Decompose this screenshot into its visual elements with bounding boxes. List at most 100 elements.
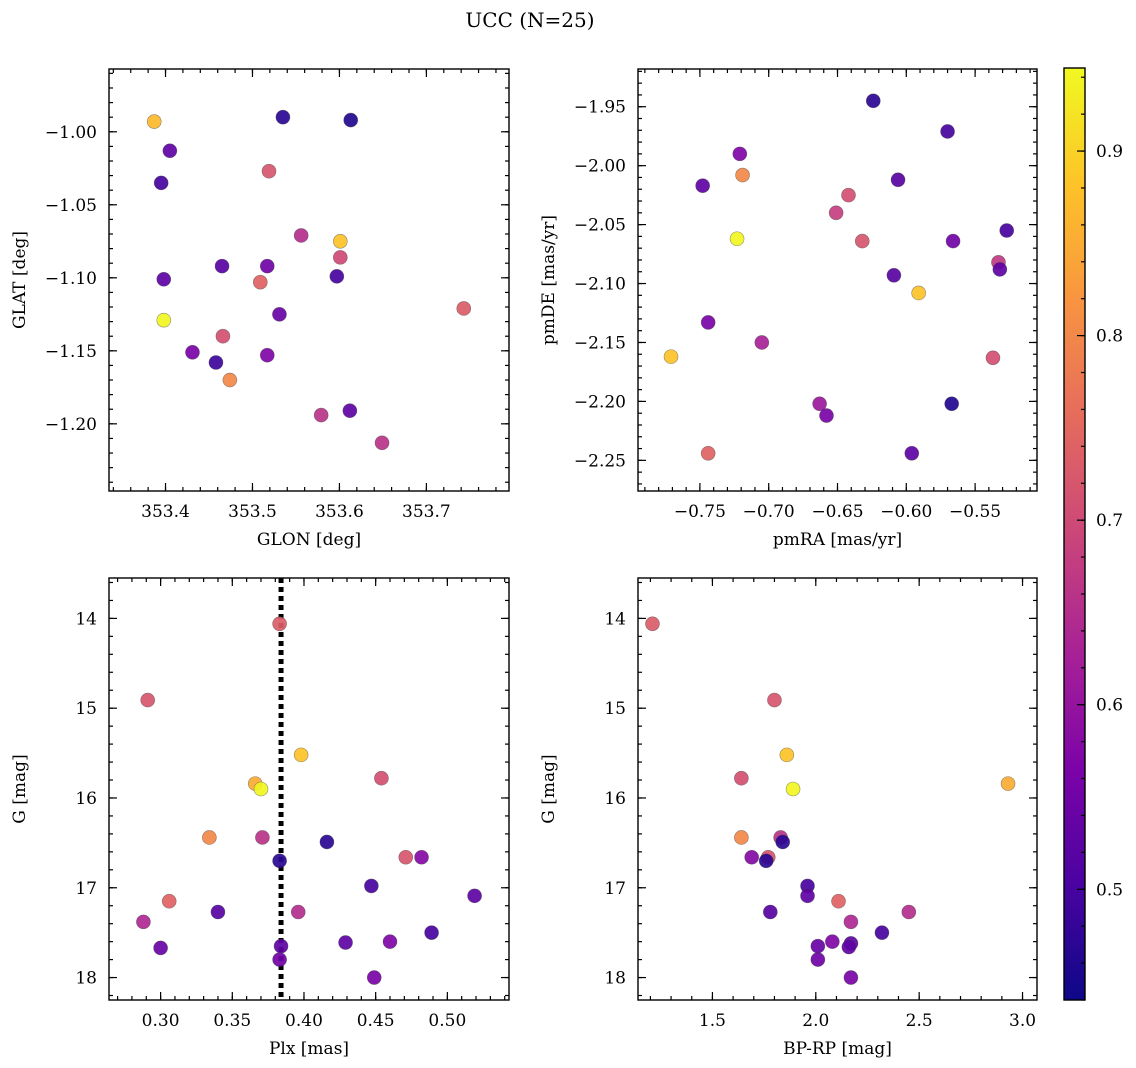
data-point (779, 747, 795, 763)
data-point (153, 175, 169, 191)
x-tick-label: 2.5 (906, 1011, 933, 1031)
data-point (940, 124, 955, 139)
data-point (735, 167, 750, 183)
data-point (467, 888, 482, 904)
y-tick-label: −1.15 (45, 342, 97, 362)
data-point (136, 914, 151, 930)
x-tick-label: 353.4 (141, 502, 190, 522)
panel-2: −0.75 −0.70 −0.65 −0.60 −0.55 −1.95 −2.00 −2.05… (539, 68, 1038, 550)
colorbar-tick-label: 0.8 (1096, 327, 1123, 347)
y-tick-label: 14 (604, 609, 626, 629)
data-point (202, 830, 217, 845)
data-point (763, 904, 778, 920)
data-point (819, 408, 834, 423)
y-tick-label: −2.05 (574, 216, 626, 236)
data-point (273, 938, 289, 954)
data-point (382, 934, 398, 949)
x-tick-label: −0.75 (674, 502, 726, 522)
panel-1: 353.4 353.5 353.6 353.7 −1.00 −1.05 −1.10 −1.15… (10, 68, 510, 550)
x-tick-label: −0.55 (949, 502, 1001, 522)
y-tick-label: 17 (75, 879, 97, 899)
figure-title: UCC (N=25) (465, 8, 594, 32)
data-point (161, 893, 177, 909)
colorbar-tick-label: 0.5 (1096, 880, 1123, 900)
data-point (222, 372, 238, 388)
data-point (319, 834, 335, 850)
data-point (255, 830, 270, 845)
data-point (775, 834, 791, 850)
data-point (734, 830, 749, 845)
y-tick-label: 16 (604, 789, 626, 809)
data-point (663, 349, 679, 364)
y-tick-label: 18 (604, 969, 626, 989)
data-point (700, 445, 716, 461)
data-point (140, 692, 156, 708)
x-tick-label: 0.45 (357, 1011, 395, 1031)
data-point (156, 312, 172, 328)
x-axis-label: pmRA [mas/yr] (773, 530, 902, 550)
data-point (785, 781, 801, 797)
x-axis-label: BP-RP [mag] (783, 1039, 892, 1059)
data-point (810, 952, 826, 967)
y-tick-label: −2.20 (574, 392, 626, 412)
data-point (1000, 776, 1016, 791)
plot-frame (108, 577, 510, 1001)
data-point (843, 970, 859, 985)
data-point (272, 853, 287, 869)
data-point (901, 904, 917, 920)
data-point (398, 849, 414, 865)
x-tick-label: −0.70 (743, 502, 795, 522)
x-axis-label: GLON [deg] (257, 530, 361, 550)
data-point (944, 396, 959, 412)
data-point (162, 143, 178, 159)
data-point (272, 616, 287, 632)
data-point (841, 939, 857, 955)
data-point (293, 228, 309, 243)
data-point (985, 350, 1001, 366)
y-tick-label: −1.20 (45, 415, 97, 435)
data-point (810, 938, 826, 954)
data-point (210, 904, 226, 920)
data-point (343, 112, 359, 128)
colorbar-tick-label: 0.9 (1096, 142, 1123, 162)
y-axis-label: GLAT [deg] (10, 231, 30, 329)
data-point (945, 233, 961, 249)
data-point (259, 258, 275, 274)
x-tick-label: 2.0 (802, 1011, 829, 1031)
x-tick-label: 1.5 (699, 1011, 726, 1031)
colorbar-tick-label: 0.7 (1096, 511, 1123, 531)
plot-frame (637, 577, 1038, 1001)
data-point (253, 781, 269, 797)
panels: 353.4 353.5 353.6 353.7 −1.00 −1.05 −1.10 −1.15… (10, 68, 1038, 1059)
data-point (758, 853, 774, 869)
data-point (695, 178, 710, 193)
data-point (214, 258, 230, 274)
data-point (364, 878, 379, 894)
x-tick-label: 0.50 (428, 1011, 466, 1031)
panel-3: 0.30 0.35 0.40 0.45 0.50 14 15 16 17 18 Plx [mas] G… (10, 577, 510, 1059)
y-tick-label: −1.05 (45, 196, 97, 216)
data-point (290, 904, 306, 920)
data-point (414, 849, 429, 865)
data-point (999, 223, 1015, 238)
data-point (259, 347, 275, 363)
y-tick-label: −2.00 (574, 157, 626, 177)
data-point (253, 274, 268, 290)
data-point (374, 770, 389, 786)
data-point (700, 315, 716, 330)
x-tick-label: −0.65 (811, 502, 863, 522)
data-point (329, 269, 345, 284)
colorbar-frame (1063, 67, 1086, 1001)
data-point (732, 146, 748, 162)
data-point (886, 267, 902, 283)
x-tick-label: 353.5 (228, 502, 277, 522)
data-point (146, 114, 162, 129)
y-tick-label: −2.15 (574, 333, 626, 353)
x-tick-label: 0.35 (213, 1011, 251, 1031)
panel-4: 1.5 2.0 2.5 3.0 14 15 16 17 18 BP-RP [mag] G [mag] (539, 577, 1038, 1059)
data-point (156, 271, 172, 287)
data-point (874, 925, 890, 940)
data-point (185, 344, 200, 360)
y-axis-label: G [mag] (539, 754, 559, 823)
